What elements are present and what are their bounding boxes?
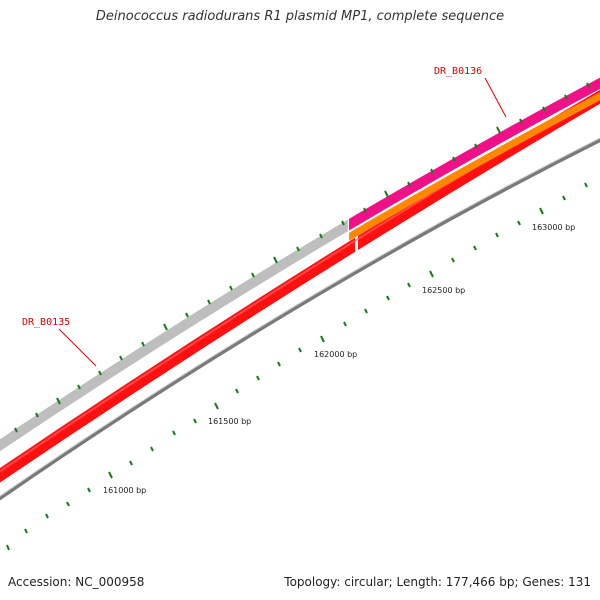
- cds-track-dr-b0135-red: [0, 237, 355, 483]
- gene-label-dr-b0135: DR_B0135: [22, 317, 70, 328]
- map-title: Deinococcus radiodurans R1 plasmid MP1, …: [95, 9, 505, 24]
- topology-summary: Topology: circular; Length: 177,466 bp; …: [284, 575, 591, 589]
- scale-label-162500: 162500 bp: [422, 286, 465, 295]
- leader-line-dr-b0136: [484, 77, 507, 118]
- tick-row-inner: [6, 182, 588, 551]
- scale-label-161500: 161500 bp: [208, 417, 251, 426]
- backbone-line: [0, 137, 600, 501]
- backbone-highlight: [0, 137, 600, 497]
- orange-track: [349, 92, 600, 241]
- scale-label-161000: 161000 bp: [103, 486, 146, 495]
- gene-label-dr-b0136: DR_B0136: [434, 66, 482, 77]
- cds-track-dr-b0136-red: [358, 89, 600, 251]
- accession-text: Accession: NC_000958: [8, 575, 145, 589]
- tick-row-outer: [14, 82, 590, 433]
- scale-label-163000: 163000 bp: [532, 223, 575, 232]
- gene-arc-dr-b0136: [349, 77, 600, 231]
- scale-label-162000: 162000 bp: [314, 350, 357, 359]
- gene-arc-dr-b0135: [0, 219, 348, 452]
- leader-line-dr-b0135: [58, 328, 97, 367]
